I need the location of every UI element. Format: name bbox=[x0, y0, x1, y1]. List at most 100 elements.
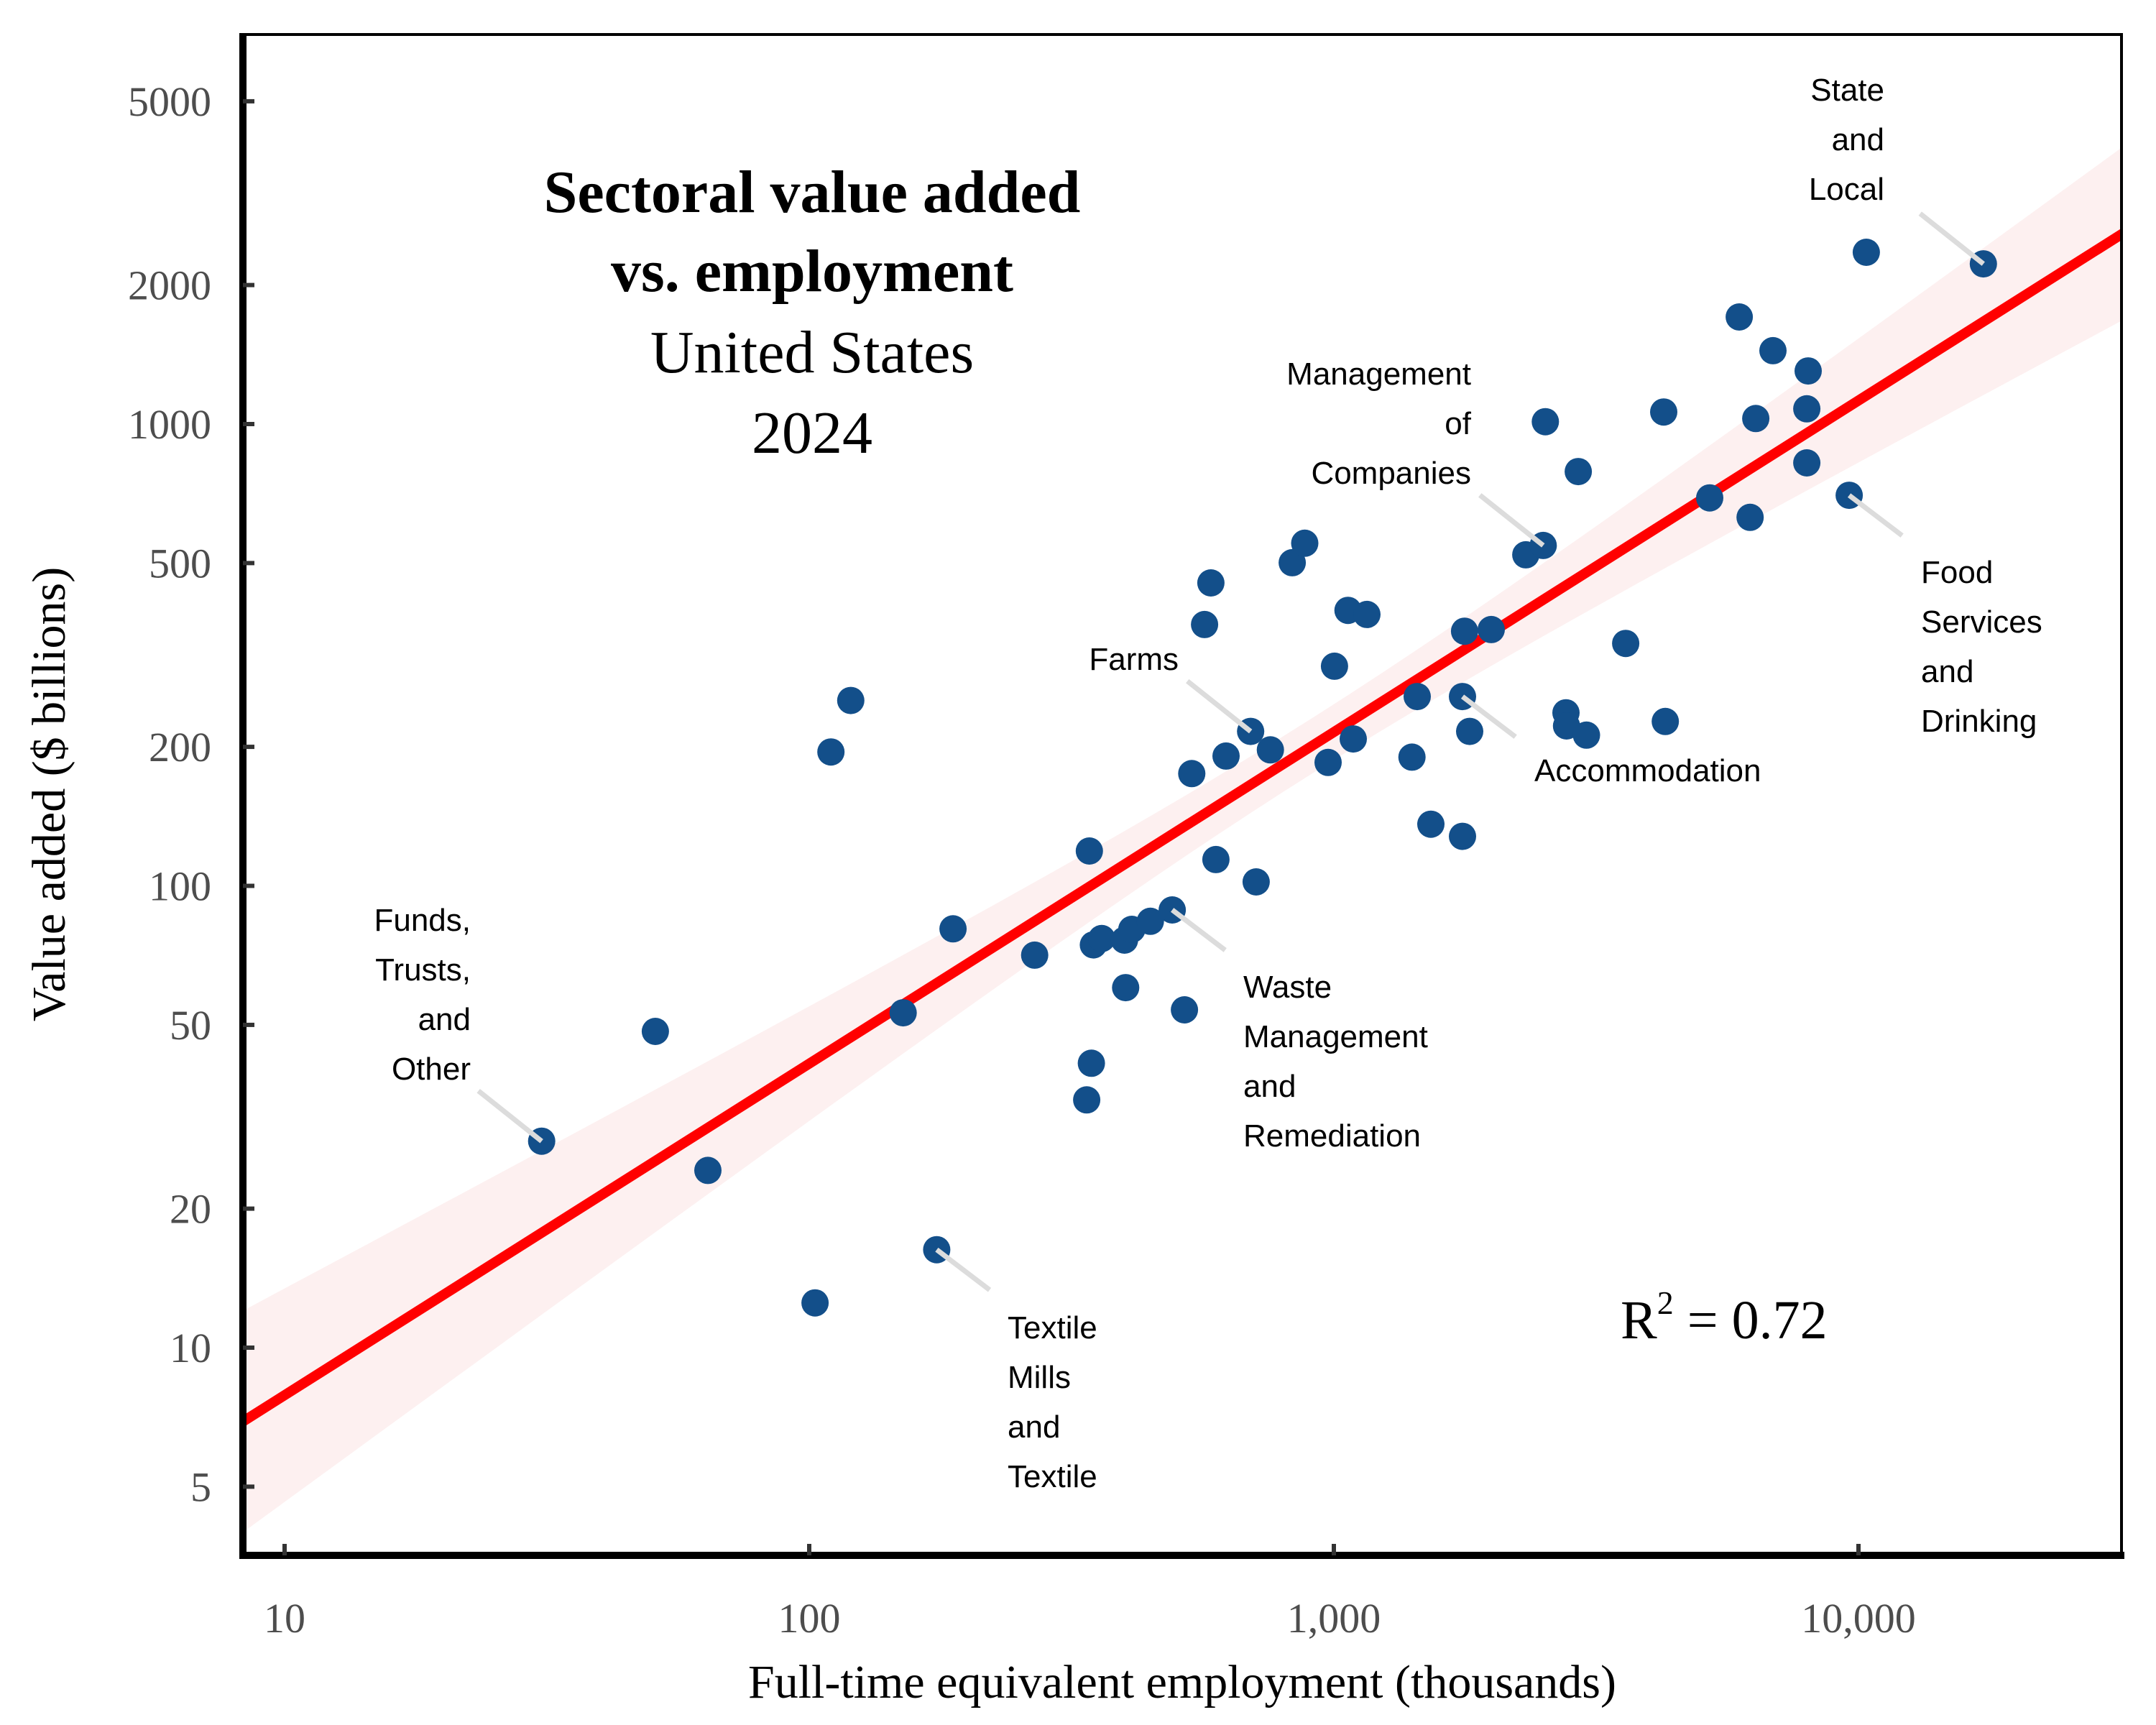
data-point bbox=[641, 1018, 669, 1045]
data-point bbox=[1212, 742, 1240, 770]
data-point bbox=[1793, 449, 1821, 477]
data-point bbox=[1256, 736, 1284, 764]
y-axis-ticks: 5 10 20 50 100 200 500 1000 2000 5000 bbox=[128, 78, 254, 1510]
annotation-label: Mills bbox=[1008, 1360, 1071, 1395]
annotation-connector bbox=[1478, 493, 1545, 548]
annotation-label: State bbox=[1810, 73, 1884, 108]
annotation-label: Drinking bbox=[1921, 704, 2037, 739]
annotation-connector bbox=[1847, 493, 1904, 538]
x-tick-label: 10,000 bbox=[1801, 1595, 1916, 1642]
data-point bbox=[1320, 652, 1348, 680]
data-point bbox=[1178, 760, 1206, 788]
confidence-band bbox=[243, 147, 2122, 1532]
data-point bbox=[1112, 974, 1140, 1002]
data-point bbox=[1417, 810, 1445, 838]
data-point bbox=[1726, 303, 1754, 331]
annotation-label: and bbox=[1832, 122, 1884, 157]
annotation-label: Food bbox=[1921, 555, 1993, 590]
annotation-label: Companies bbox=[1311, 456, 1471, 491]
data-point bbox=[1279, 548, 1307, 576]
r-squared-superscript: 2 bbox=[1657, 1284, 1674, 1321]
annotation-label: and bbox=[1008, 1409, 1060, 1445]
data-point bbox=[801, 1289, 829, 1317]
annotation-label: and bbox=[1921, 654, 1973, 689]
data-point bbox=[1075, 837, 1103, 865]
data-point bbox=[1572, 721, 1600, 749]
data-point bbox=[1340, 725, 1367, 753]
annotation-connector bbox=[1460, 694, 1517, 739]
annotation-connector bbox=[1186, 678, 1253, 734]
annotation-connector-layer bbox=[476, 211, 1985, 1292]
y-tick-label: 20 bbox=[170, 1186, 211, 1233]
y-tick-label: 10 bbox=[170, 1325, 211, 1371]
r-squared-value: = 0.72 bbox=[1674, 1290, 1828, 1351]
data-point bbox=[1742, 405, 1770, 433]
data-point bbox=[1456, 717, 1483, 745]
regression-line bbox=[243, 228, 2122, 1428]
data-point bbox=[1565, 458, 1593, 486]
data-point bbox=[1353, 600, 1381, 628]
data-point bbox=[1202, 845, 1230, 873]
data-point bbox=[1404, 683, 1431, 711]
data-point bbox=[1136, 907, 1164, 935]
annotation-label: Farms bbox=[1089, 642, 1179, 677]
annotation-connector bbox=[1171, 908, 1227, 952]
data-point bbox=[1197, 569, 1225, 597]
r-squared-label: R2 = 0.72 bbox=[1621, 1284, 1828, 1351]
annotation-labels-layer: Funds, Trusts, and Other Textile Mills and Text… bbox=[374, 73, 2042, 1494]
data-points-layer bbox=[528, 239, 1997, 1317]
chart-subtitle-year: 2024 bbox=[752, 400, 872, 466]
x-axis-ticks: 10 100 1,000 10,000 bbox=[264, 1544, 1916, 1642]
data-point bbox=[1242, 868, 1270, 896]
data-point bbox=[1171, 996, 1199, 1024]
y-tick-label: 5000 bbox=[128, 78, 211, 125]
data-point bbox=[939, 915, 967, 943]
annotation-label: Textile bbox=[1008, 1459, 1097, 1494]
r-squared-base: R bbox=[1621, 1290, 1657, 1351]
data-point bbox=[1759, 336, 1787, 364]
data-point bbox=[1291, 529, 1319, 557]
annotation-label: Accommodation bbox=[1534, 753, 1761, 788]
annotation-connector bbox=[1918, 211, 1985, 266]
annotation-label: Textile bbox=[1008, 1310, 1097, 1346]
chart-title-line-2: vs. employment bbox=[611, 238, 1013, 305]
data-point bbox=[1531, 408, 1560, 436]
data-point bbox=[1450, 617, 1478, 645]
annotation-label: Services bbox=[1921, 604, 2042, 640]
x-axis-title: Full-time equivalent employment (thousan… bbox=[748, 1656, 1616, 1708]
data-point bbox=[1073, 1086, 1101, 1114]
data-point bbox=[837, 686, 865, 714]
data-point bbox=[1449, 822, 1476, 850]
data-point bbox=[694, 1156, 722, 1184]
data-point bbox=[1852, 239, 1880, 266]
y-tick-label: 50 bbox=[170, 1002, 211, 1049]
data-point bbox=[1650, 398, 1677, 426]
annotation-connector bbox=[935, 1247, 992, 1292]
x-tick-label: 10 bbox=[264, 1595, 305, 1642]
data-point bbox=[1736, 503, 1764, 531]
annotation-label: Other bbox=[392, 1052, 471, 1087]
chart-subtitle-country: United States bbox=[650, 319, 974, 386]
data-point bbox=[1795, 357, 1822, 385]
data-point bbox=[1021, 941, 1049, 969]
chart-title-line-1: Sectoral value added bbox=[544, 159, 1081, 226]
y-tick-label: 500 bbox=[149, 540, 211, 586]
data-point bbox=[1651, 707, 1680, 735]
annotation-label: Management bbox=[1286, 356, 1471, 392]
data-point bbox=[817, 738, 845, 766]
data-point bbox=[889, 999, 917, 1027]
data-point bbox=[1612, 630, 1640, 658]
data-point bbox=[1191, 610, 1219, 638]
data-point bbox=[1398, 743, 1426, 771]
data-point bbox=[1696, 484, 1723, 512]
annotation-label: Trusts, bbox=[375, 952, 471, 988]
annotation-label: and bbox=[1243, 1069, 1296, 1104]
annotation-label: and bbox=[418, 1002, 471, 1037]
data-point bbox=[1077, 1049, 1105, 1077]
y-tick-label: 100 bbox=[149, 863, 211, 910]
annotation-label: of bbox=[1445, 406, 1471, 441]
x-tick-label: 100 bbox=[778, 1595, 841, 1642]
y-tick-label: 2000 bbox=[128, 262, 211, 309]
y-tick-label: 1000 bbox=[128, 401, 211, 448]
